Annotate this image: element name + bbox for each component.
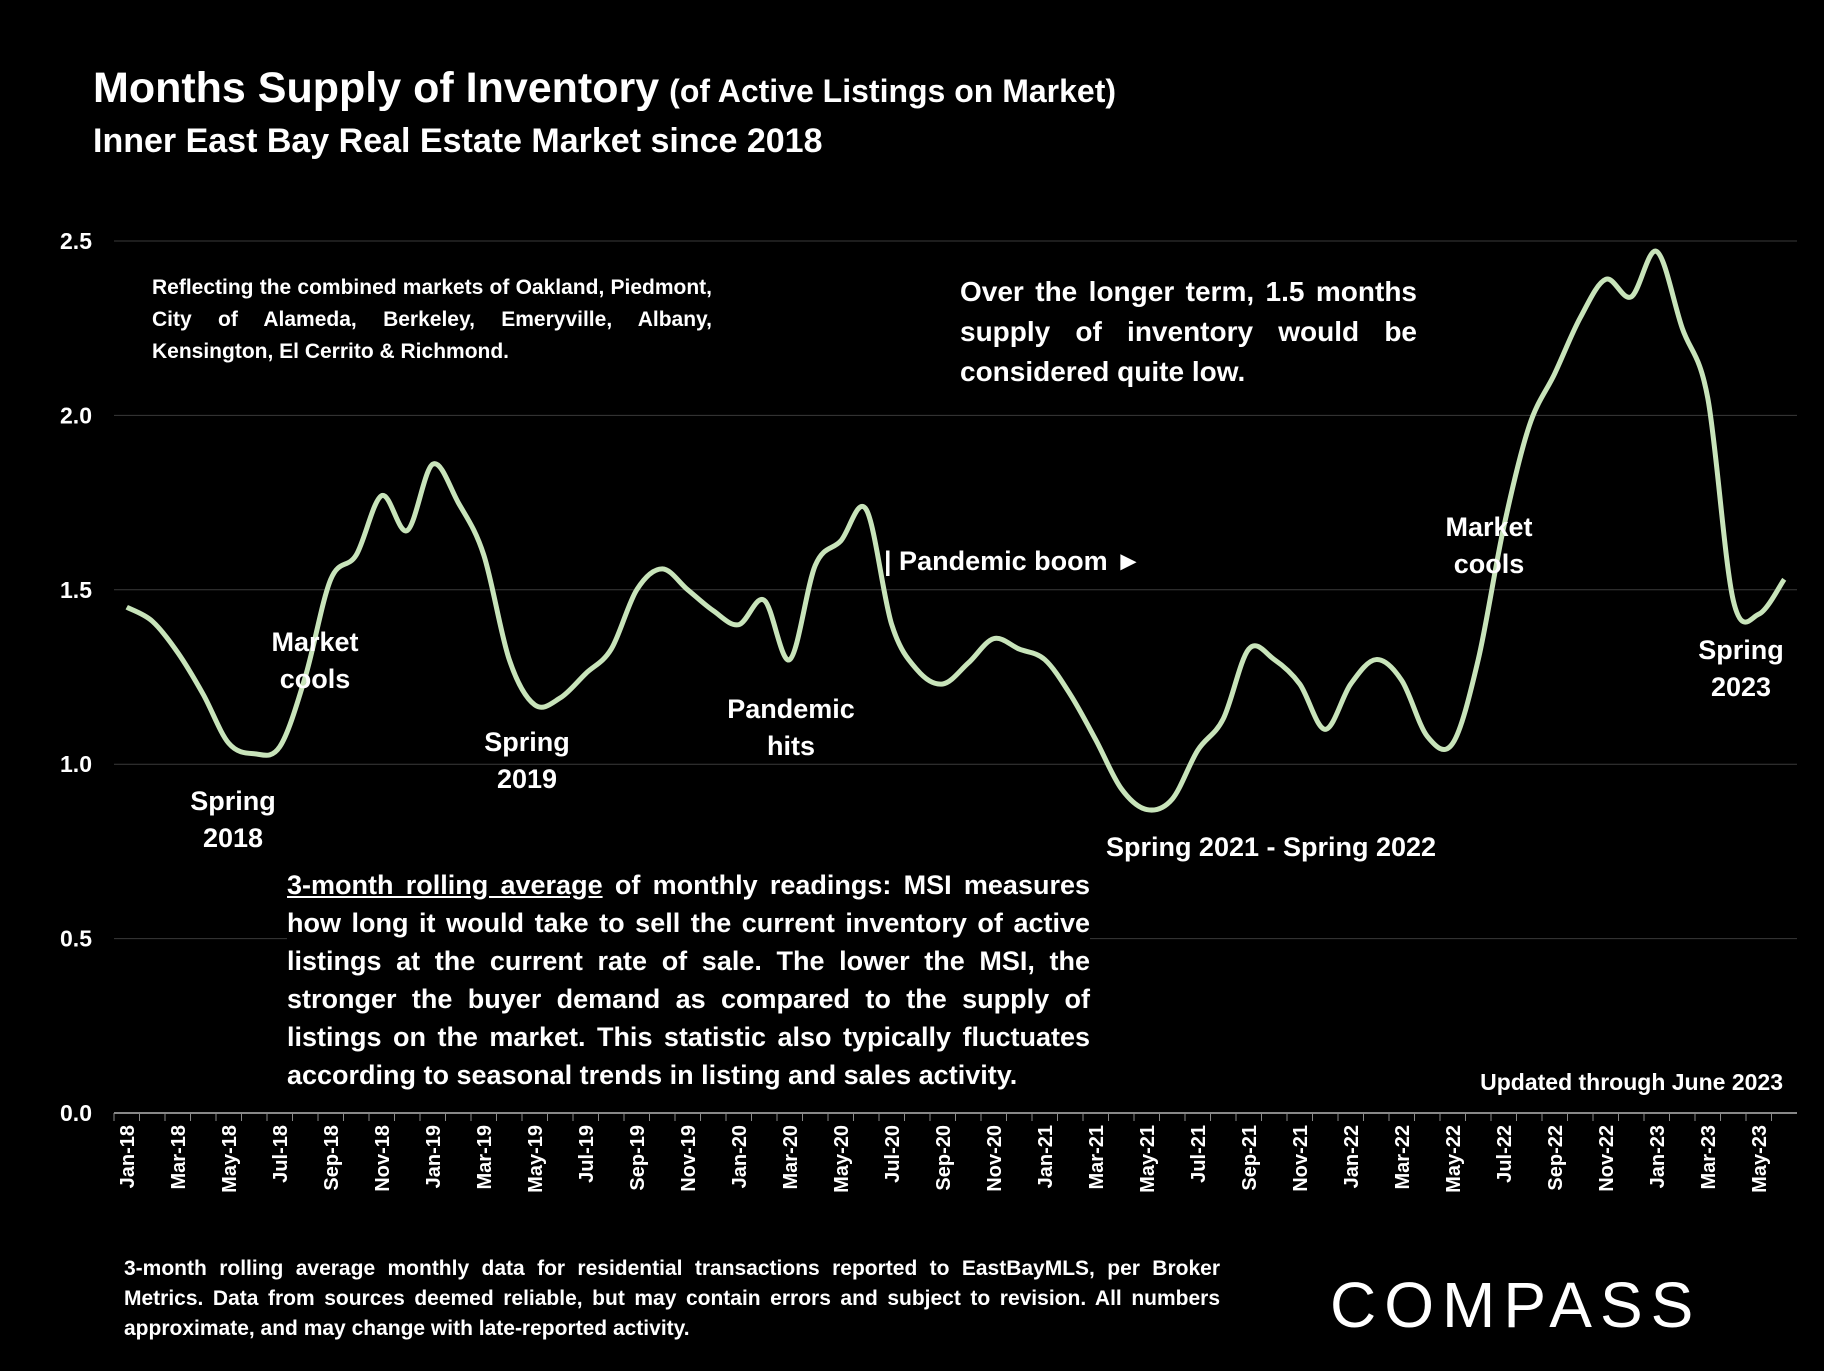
annotation: Market bbox=[1445, 512, 1532, 542]
x-tick-label: Jan-21 bbox=[1035, 1125, 1057, 1188]
annotation: Spring bbox=[1698, 635, 1784, 665]
x-tick-label: Sep-21 bbox=[1239, 1125, 1261, 1191]
annotation: Market bbox=[271, 627, 358, 657]
annotation: cools bbox=[280, 664, 351, 694]
y-tick-label: 0.0 bbox=[60, 1100, 92, 1126]
x-tick-label: Sep-18 bbox=[321, 1125, 343, 1191]
x-tick-label: May-18 bbox=[219, 1125, 241, 1193]
y-tick-label: 1.5 bbox=[60, 577, 92, 603]
annotation: Updated through June 2023 bbox=[1480, 1069, 1783, 1095]
annotation: Pandemic bbox=[727, 694, 855, 724]
x-tick-label: Jan-22 bbox=[1341, 1125, 1363, 1188]
x-tick-label: Mar-20 bbox=[780, 1125, 802, 1189]
annotation: Spring bbox=[484, 727, 570, 757]
x-tick-label: May-20 bbox=[831, 1125, 853, 1193]
x-tick-label: Mar-19 bbox=[474, 1125, 496, 1189]
x-tick-label: May-22 bbox=[1443, 1125, 1465, 1193]
x-tick-label: Sep-20 bbox=[933, 1125, 955, 1191]
x-tick-label: Jan-23 bbox=[1647, 1125, 1669, 1188]
annotation: | Pandemic boom ► bbox=[884, 546, 1142, 576]
x-tick-label: Nov-18 bbox=[372, 1125, 394, 1192]
x-tick-label: Jan-18 bbox=[117, 1125, 139, 1188]
description: 3-month rolling average of monthly readi… bbox=[287, 866, 1090, 1094]
x-tick-label: Nov-19 bbox=[678, 1125, 700, 1192]
coverage-note: Reflecting the combined markets of Oakla… bbox=[152, 276, 712, 363]
y-tick-label: 0.5 bbox=[60, 926, 92, 952]
x-tick-label: Nov-20 bbox=[984, 1125, 1006, 1192]
annotation: 2018 bbox=[203, 823, 263, 853]
x-tick-label: Mar-21 bbox=[1086, 1125, 1108, 1189]
x-tick-label: Mar-18 bbox=[168, 1125, 190, 1189]
chart-title: Months Supply of Inventory (of Active Lis… bbox=[93, 64, 1116, 112]
x-tick-label: Sep-19 bbox=[627, 1125, 649, 1191]
x-tick-label: May-21 bbox=[1137, 1125, 1159, 1193]
x-tick-label: Jan-19 bbox=[423, 1125, 445, 1188]
y-tick-label: 2.5 bbox=[60, 228, 92, 254]
annotation: Spring 2021 - Spring 2022 bbox=[1106, 832, 1436, 862]
x-tick-label: Jul-19 bbox=[576, 1125, 598, 1183]
x-tick-label: May-19 bbox=[525, 1125, 547, 1193]
annotation: Spring bbox=[190, 786, 276, 816]
annotation: cools bbox=[1454, 549, 1525, 579]
x-tick-label: Mar-23 bbox=[1698, 1125, 1720, 1189]
y-tick-label: 1.0 bbox=[60, 751, 92, 777]
description-text: of monthly readings: MSI measures how lo… bbox=[287, 870, 1091, 1090]
x-tick-label: Sep-22 bbox=[1545, 1125, 1567, 1191]
x-tick-label: Jul-20 bbox=[882, 1125, 904, 1183]
data-line bbox=[125, 248, 1787, 813]
x-tick-label: May-23 bbox=[1749, 1125, 1771, 1193]
title-main: Months Supply of Inventory bbox=[93, 64, 659, 112]
long-term-note: Over the longer term, 1.5 months supply … bbox=[960, 276, 1417, 387]
annotation: hits bbox=[767, 731, 815, 761]
y-tick-label: 2.0 bbox=[60, 402, 92, 428]
x-tick-label: Mar-22 bbox=[1392, 1125, 1414, 1189]
x-tick-label: Jul-21 bbox=[1188, 1125, 1210, 1183]
title-suffix: (of Active Listings on Market) bbox=[669, 73, 1116, 109]
chart-subtitle: Inner East Bay Real Estate Market since … bbox=[93, 122, 823, 160]
x-tick-label: Nov-21 bbox=[1290, 1125, 1312, 1192]
footnote: 3-month rolling average monthly data for… bbox=[124, 1257, 1220, 1340]
x-tick-label: Nov-22 bbox=[1596, 1125, 1618, 1192]
brand-logo: COMPASS bbox=[1330, 1269, 1702, 1341]
description-underlined: 3-month rolling average bbox=[287, 870, 603, 900]
x-tick-label: Jul-22 bbox=[1494, 1125, 1516, 1183]
annotation: 2023 bbox=[1711, 672, 1771, 702]
x-tick-label: Jul-18 bbox=[270, 1125, 292, 1183]
annotation: 2019 bbox=[497, 764, 557, 794]
x-tick-label: Jan-20 bbox=[729, 1125, 751, 1188]
